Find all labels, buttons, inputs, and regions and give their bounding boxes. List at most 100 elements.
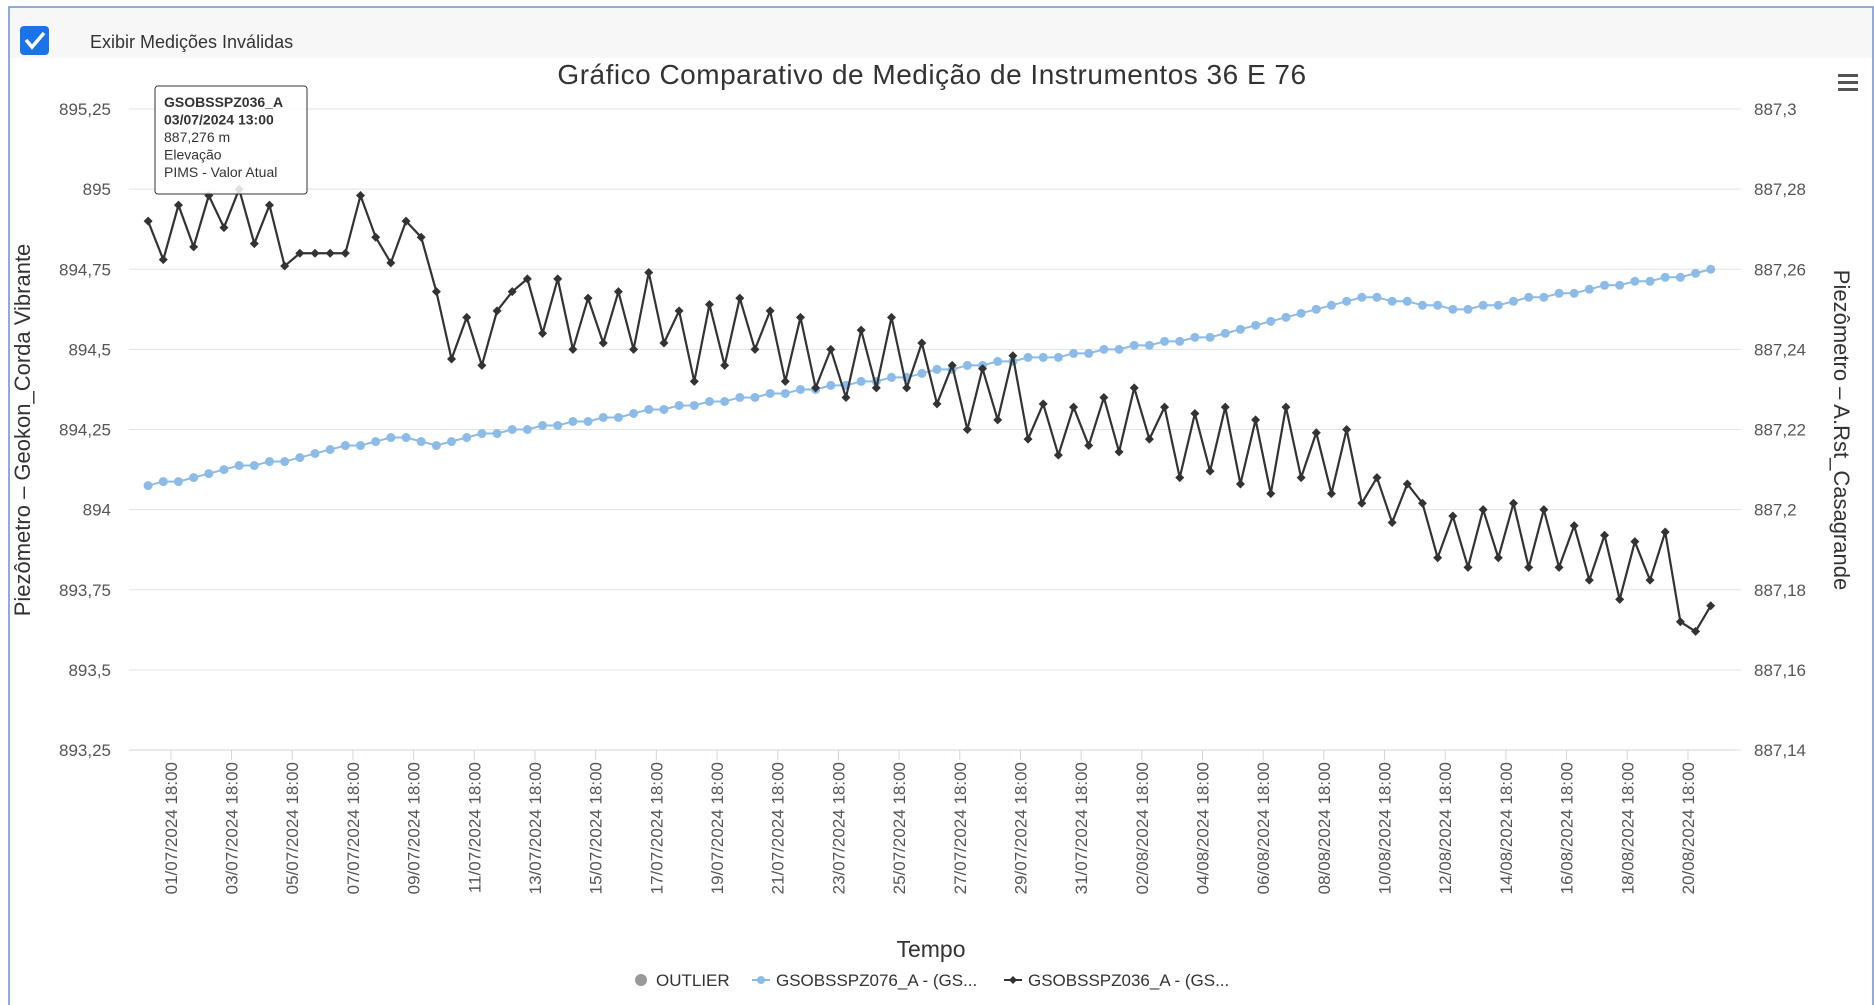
point [1266, 489, 1276, 499]
point [325, 248, 335, 258]
checkbox-box[interactable] [20, 26, 49, 55]
x-tick-label: 23/07/2024 18:00 [829, 762, 848, 894]
point [1281, 402, 1291, 412]
point [1266, 316, 1276, 326]
point [583, 416, 593, 426]
point [1281, 312, 1291, 322]
point [689, 376, 699, 386]
point [1493, 300, 1503, 310]
tooltip-box [154, 85, 308, 195]
point [871, 383, 881, 393]
x-tick-label: 18/08/2024 18:00 [1618, 762, 1637, 894]
point [1630, 276, 1640, 286]
point [1706, 264, 1716, 274]
point [1190, 408, 1200, 418]
x-tick-label: 21/07/2024 18:00 [769, 762, 788, 894]
x-tick-label: 12/08/2024 18:00 [1436, 762, 1455, 894]
x-tick-label: 07/07/2024 18:00 [344, 762, 363, 894]
point [1342, 296, 1352, 306]
x-tick-label: 11/07/2024 18:00 [465, 762, 484, 893]
point [1326, 300, 1336, 310]
point [1008, 351, 1018, 361]
point [750, 392, 760, 402]
point [1584, 284, 1594, 294]
point [659, 404, 669, 414]
point [416, 437, 426, 447]
point [1569, 288, 1579, 298]
point [780, 376, 790, 386]
point [1144, 434, 1154, 444]
point [340, 248, 350, 258]
point [310, 248, 320, 258]
point [1509, 296, 1519, 306]
point [371, 232, 381, 242]
point [1645, 276, 1655, 286]
tooltip-line: 887,276 m [164, 129, 230, 145]
point [1205, 466, 1215, 476]
point [1235, 324, 1245, 334]
point [1357, 292, 1367, 302]
menu-button[interactable] [1838, 74, 1858, 91]
point [1554, 288, 1564, 298]
point [886, 372, 896, 382]
tooltip-line: PIMS - Valor Atual [164, 164, 277, 180]
point [158, 477, 168, 487]
point [1311, 428, 1321, 438]
y-tick-label: 893,5 [68, 661, 111, 680]
point [173, 477, 183, 487]
point [1235, 479, 1245, 489]
legend-label: GSOBSSPZ036_A - (GS... [1028, 971, 1229, 990]
point [1463, 562, 1473, 572]
point [1144, 340, 1154, 350]
point [1615, 594, 1625, 604]
point [598, 412, 608, 422]
point [477, 429, 487, 439]
checkbox[interactable] [20, 26, 49, 55]
point [1251, 415, 1261, 425]
point [522, 425, 532, 434]
tooltip-line: GSOBSSPZ036_A [164, 94, 283, 110]
point [1433, 300, 1443, 310]
x-tick-label: 19/07/2024 18:00 [708, 762, 727, 894]
point [932, 364, 942, 374]
point [629, 344, 639, 354]
point [841, 392, 851, 402]
point [811, 383, 821, 393]
point [1205, 332, 1215, 342]
point [1220, 328, 1230, 338]
point [1448, 511, 1458, 521]
point [1053, 450, 1063, 460]
x-tick-label: 08/08/2024 18:00 [1315, 762, 1334, 894]
x-tick-label: 25/07/2024 18:00 [890, 762, 909, 894]
point [1417, 498, 1427, 508]
x-tick-label: 27/07/2024 18:00 [951, 762, 970, 894]
x-tick-label: 16/08/2024 18:00 [1558, 762, 1577, 894]
point [356, 441, 366, 451]
point [568, 416, 578, 426]
point [826, 344, 836, 354]
series-line [147, 185, 1712, 633]
y2-tick-label: 887,22 [1754, 421, 1806, 440]
point [447, 354, 457, 364]
point [978, 364, 988, 374]
point [917, 368, 927, 378]
point [1524, 562, 1534, 572]
point [765, 388, 775, 398]
point [219, 223, 229, 233]
point [795, 312, 805, 322]
point [1099, 344, 1109, 354]
point [416, 232, 426, 242]
point [962, 425, 972, 434]
point [613, 412, 623, 422]
point [1402, 296, 1412, 306]
point [1038, 352, 1048, 362]
point [492, 429, 502, 439]
point [1433, 553, 1443, 563]
point [993, 415, 1003, 425]
checkbox-label: Exibir Medições Inválidas [90, 32, 293, 52]
y2-tick-label: 887,3 [1754, 100, 1797, 119]
legend-label: GSOBSSPZ076_A - (GS... [776, 971, 977, 990]
point [356, 191, 366, 201]
point [1630, 537, 1640, 547]
